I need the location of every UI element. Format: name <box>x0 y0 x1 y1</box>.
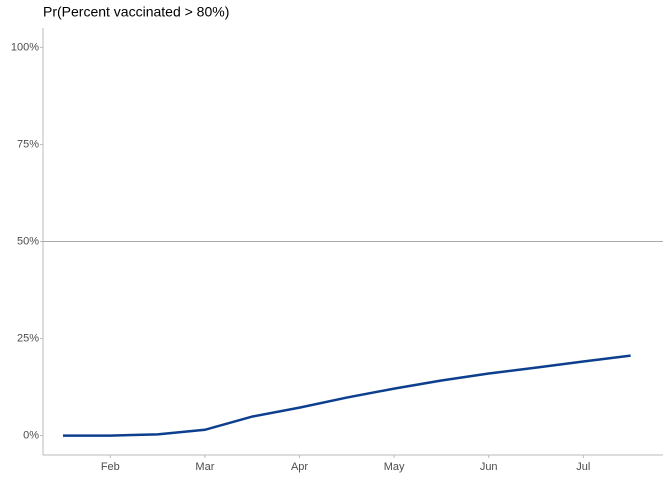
x-tick-label: May <box>384 461 405 473</box>
line <box>63 354 631 437</box>
x-tick-label: Mar <box>195 461 214 473</box>
x-tick-label: Jul <box>576 461 590 473</box>
x-tick-label: Feb <box>101 461 120 473</box>
y-tick-label: 0% <box>23 429 39 441</box>
chart-title: Pr(Percent vaccinated > 80%) <box>43 4 229 20</box>
y-tick-label: 75% <box>17 138 39 150</box>
y-tick-label: 100% <box>11 41 39 53</box>
x-tick-label: Jun <box>480 461 498 473</box>
y-tick-label: 25% <box>17 332 39 344</box>
y-tick-label: 50% <box>17 235 39 247</box>
x-tick-label: Apr <box>291 461 308 473</box>
